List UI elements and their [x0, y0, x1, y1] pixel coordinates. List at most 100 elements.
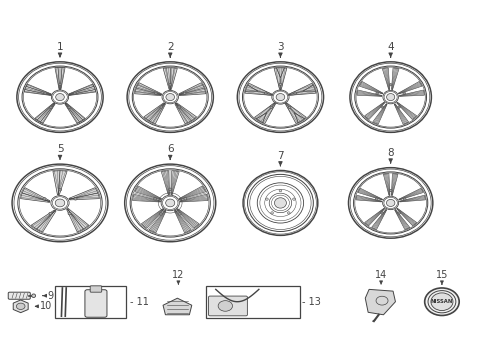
- Ellipse shape: [74, 93, 76, 94]
- Polygon shape: [20, 188, 50, 202]
- Polygon shape: [143, 103, 165, 124]
- Polygon shape: [244, 83, 271, 95]
- Ellipse shape: [183, 92, 185, 94]
- Ellipse shape: [32, 294, 36, 297]
- Ellipse shape: [380, 212, 382, 213]
- Polygon shape: [254, 103, 275, 123]
- Text: 3: 3: [277, 42, 283, 52]
- Ellipse shape: [165, 94, 174, 101]
- Ellipse shape: [389, 84, 391, 85]
- Ellipse shape: [56, 94, 64, 101]
- Polygon shape: [390, 174, 397, 195]
- Polygon shape: [364, 208, 384, 226]
- Ellipse shape: [403, 198, 405, 200]
- Polygon shape: [179, 83, 205, 96]
- Polygon shape: [66, 208, 89, 232]
- Text: 8: 8: [386, 148, 393, 158]
- Ellipse shape: [279, 189, 281, 192]
- FancyBboxPatch shape: [90, 286, 102, 292]
- FancyBboxPatch shape: [208, 296, 247, 316]
- Polygon shape: [69, 188, 99, 200]
- Text: 2: 2: [166, 42, 173, 52]
- Ellipse shape: [168, 188, 171, 190]
- Ellipse shape: [402, 92, 405, 94]
- Ellipse shape: [178, 106, 180, 108]
- Polygon shape: [396, 208, 416, 226]
- Polygon shape: [276, 68, 284, 78]
- Polygon shape: [175, 103, 196, 124]
- Polygon shape: [163, 298, 191, 315]
- Ellipse shape: [159, 213, 162, 215]
- Polygon shape: [68, 84, 96, 95]
- Ellipse shape: [178, 213, 181, 215]
- Ellipse shape: [279, 84, 281, 85]
- Polygon shape: [149, 210, 166, 233]
- Ellipse shape: [388, 84, 391, 86]
- Polygon shape: [288, 83, 315, 95]
- FancyBboxPatch shape: [85, 290, 107, 317]
- Ellipse shape: [293, 92, 296, 94]
- Ellipse shape: [388, 189, 391, 192]
- Polygon shape: [357, 188, 382, 200]
- Ellipse shape: [264, 92, 266, 94]
- Ellipse shape: [74, 198, 77, 200]
- Ellipse shape: [44, 92, 46, 94]
- Polygon shape: [53, 171, 67, 195]
- Polygon shape: [391, 68, 398, 90]
- Ellipse shape: [430, 293, 452, 311]
- Polygon shape: [24, 84, 51, 95]
- Ellipse shape: [389, 190, 391, 191]
- Ellipse shape: [165, 199, 174, 207]
- Ellipse shape: [74, 198, 76, 200]
- Ellipse shape: [287, 106, 290, 108]
- Ellipse shape: [73, 92, 76, 94]
- Ellipse shape: [374, 198, 377, 200]
- Text: 9: 9: [47, 291, 53, 301]
- Ellipse shape: [43, 198, 45, 200]
- Text: - 13: - 13: [302, 297, 321, 307]
- Ellipse shape: [381, 106, 382, 108]
- Ellipse shape: [403, 198, 405, 200]
- Ellipse shape: [154, 198, 156, 199]
- Polygon shape: [141, 209, 163, 228]
- Ellipse shape: [59, 84, 61, 85]
- Polygon shape: [399, 195, 425, 202]
- Polygon shape: [355, 195, 381, 202]
- Ellipse shape: [160, 106, 163, 108]
- Polygon shape: [135, 186, 161, 200]
- Ellipse shape: [264, 93, 266, 94]
- Ellipse shape: [59, 83, 61, 86]
- Polygon shape: [372, 104, 386, 124]
- Ellipse shape: [376, 93, 377, 94]
- Polygon shape: [176, 209, 199, 228]
- Ellipse shape: [386, 94, 394, 101]
- Text: 7: 7: [277, 150, 283, 161]
- Ellipse shape: [177, 106, 180, 108]
- Polygon shape: [356, 90, 381, 96]
- Ellipse shape: [59, 189, 61, 190]
- Text: 10: 10: [40, 301, 52, 311]
- Ellipse shape: [270, 107, 272, 108]
- Ellipse shape: [397, 106, 400, 108]
- Polygon shape: [132, 194, 160, 202]
- FancyBboxPatch shape: [8, 292, 30, 299]
- Polygon shape: [245, 85, 257, 91]
- Polygon shape: [303, 85, 315, 91]
- Text: 6: 6: [166, 144, 173, 154]
- Ellipse shape: [287, 212, 289, 214]
- Ellipse shape: [424, 288, 458, 315]
- Polygon shape: [294, 113, 304, 122]
- Ellipse shape: [276, 94, 284, 101]
- Ellipse shape: [380, 212, 383, 214]
- Ellipse shape: [183, 93, 185, 94]
- Ellipse shape: [153, 198, 156, 200]
- Ellipse shape: [68, 213, 70, 215]
- Polygon shape: [285, 103, 305, 123]
- Text: 5: 5: [57, 144, 63, 154]
- Ellipse shape: [49, 106, 52, 108]
- Ellipse shape: [265, 198, 268, 200]
- Ellipse shape: [375, 198, 377, 200]
- Polygon shape: [161, 171, 169, 194]
- Ellipse shape: [269, 106, 272, 108]
- Ellipse shape: [274, 198, 286, 208]
